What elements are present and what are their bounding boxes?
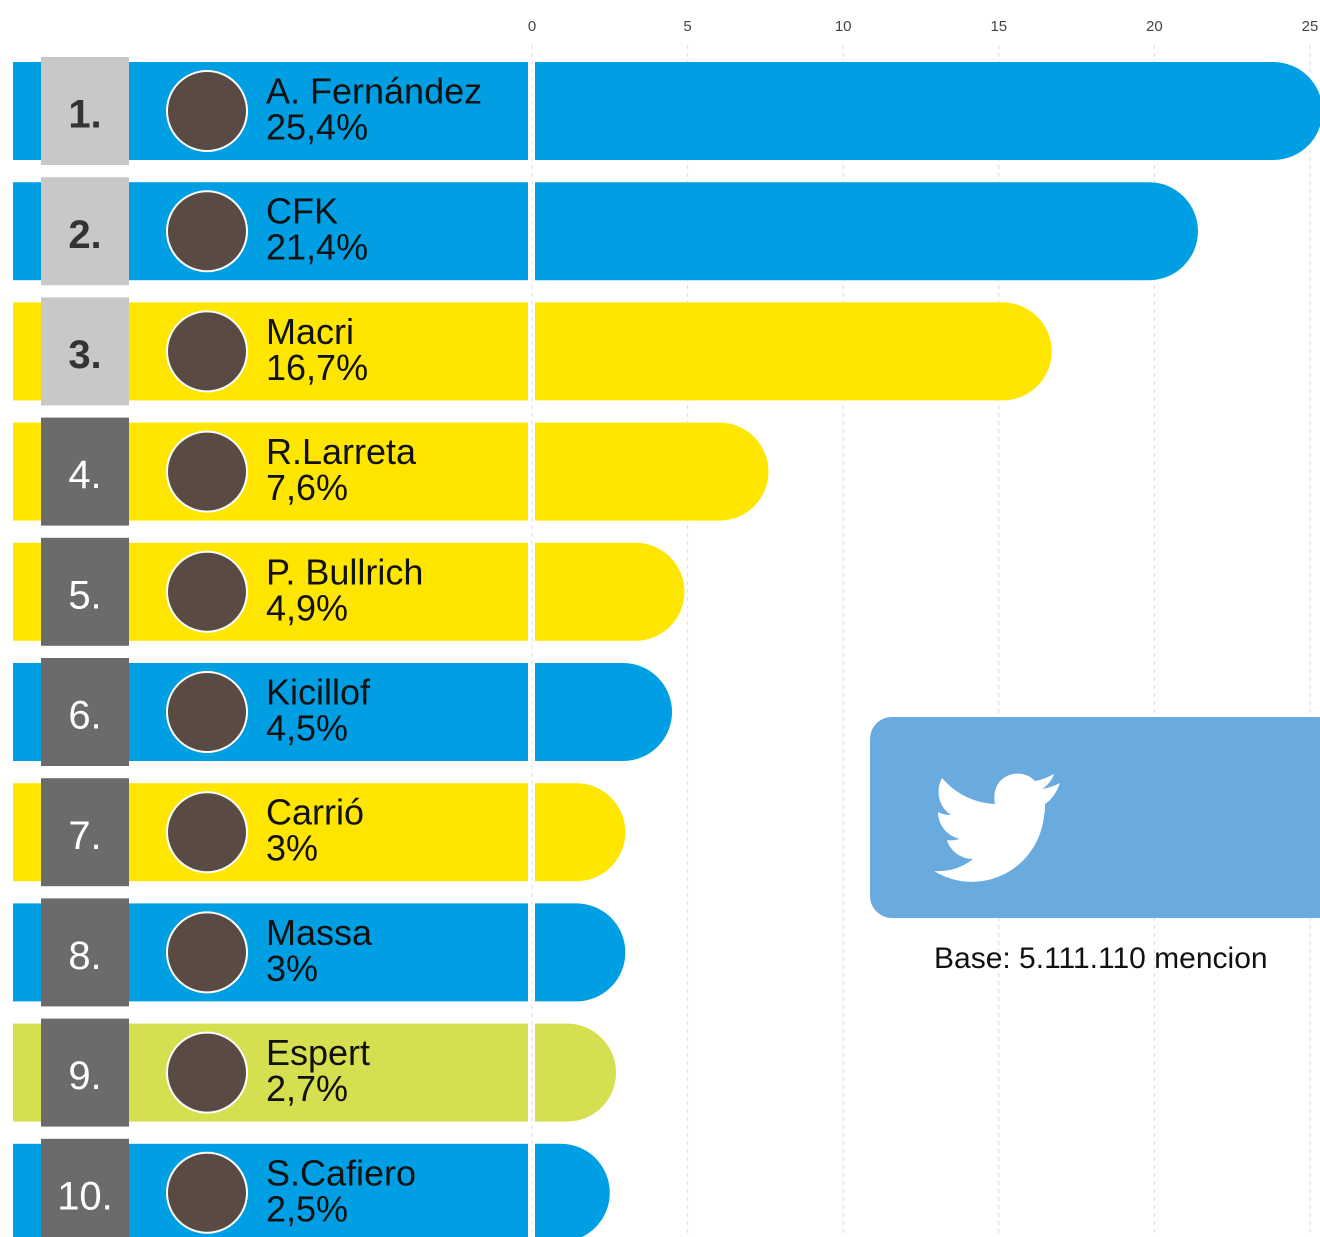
rank-box: [41, 537, 129, 646]
x-tick-label: 25: [1302, 18, 1319, 35]
photo: [166, 911, 248, 994]
rank-label: 1.: [68, 93, 101, 137]
value-label: 3%: [266, 948, 318, 989]
x-tick-label: 10: [835, 18, 852, 35]
rank-label: 8.: [68, 934, 101, 978]
bar: [535, 302, 1052, 401]
photo: [166, 550, 248, 633]
twitter-box: [870, 717, 1320, 918]
category-label: Kicillof: [266, 672, 371, 713]
x-tick-label: 15: [990, 18, 1007, 35]
bar: [535, 1023, 617, 1122]
rank-box: [41, 778, 129, 887]
rank-box: [41, 658, 129, 766]
photo: [166, 430, 248, 513]
bar: [535, 903, 626, 1002]
value-label: 7,6%: [266, 467, 348, 508]
x-tick-label: 20: [1146, 18, 1163, 35]
category-label: Espert: [266, 1032, 370, 1073]
x-tick-label: 0: [528, 18, 536, 35]
photo: [166, 70, 248, 152]
bar: [535, 542, 685, 641]
rank-label: 2.: [68, 213, 101, 257]
photo: [166, 791, 248, 874]
category-label: CFK: [266, 191, 338, 232]
bar: [535, 422, 769, 521]
rank-label: 7.: [68, 814, 101, 858]
bar: [535, 182, 1198, 281]
value-label: 2,7%: [266, 1068, 348, 1109]
rank-box: [41, 1018, 129, 1127]
category-label: A. Fernández: [266, 71, 482, 112]
rank-label: 9.: [68, 1054, 101, 1098]
photo: [166, 1151, 248, 1234]
value-label: 16,7%: [266, 347, 368, 388]
category-label: R.Larreta: [266, 431, 417, 472]
rank-box: [41, 417, 129, 526]
category-label: S.Cafiero: [266, 1152, 416, 1193]
base-note: Base: 5.111.110 mencion: [934, 942, 1268, 975]
category-label: Massa: [266, 912, 373, 953]
bar: [535, 663, 673, 761]
x-tick-label: 5: [683, 18, 691, 35]
photo: [166, 1031, 248, 1114]
bar: [535, 783, 626, 882]
value-label: 21,4%: [266, 227, 368, 268]
rank-box: [41, 57, 129, 165]
photo: [166, 671, 248, 753]
photo: [166, 190, 248, 273]
rank-box: [41, 898, 129, 1007]
rank-box: [41, 1138, 129, 1237]
value-label: 3%: [266, 828, 318, 869]
value-label: 4,9%: [266, 587, 348, 628]
photo: [166, 310, 248, 393]
rank-label: 6.: [68, 694, 101, 738]
value-label: 4,5%: [266, 708, 348, 749]
category-label: P. Bullrich: [266, 551, 423, 592]
value-label: 2,5%: [266, 1188, 348, 1229]
rank-label: 5.: [68, 573, 101, 617]
bar: [535, 1143, 610, 1237]
twitter-icon: [934, 773, 1060, 882]
rank-label: 10.: [57, 1174, 113, 1218]
rank-label: 4.: [68, 453, 101, 497]
rank-box: [41, 177, 129, 286]
rank-label: 3.: [68, 333, 101, 377]
rank-box: [41, 297, 129, 406]
category-label: Macri: [266, 311, 354, 352]
value-label: 25,4%: [266, 107, 368, 148]
category-label: Carrió: [266, 792, 364, 833]
bar: [535, 62, 1320, 160]
